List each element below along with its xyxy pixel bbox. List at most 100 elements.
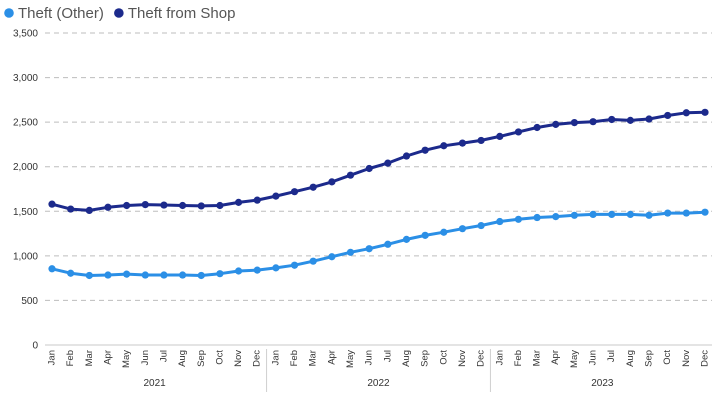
data-point-theft-other[interactable] — [346, 248, 355, 256]
x-tick-label: Mar — [308, 350, 319, 366]
data-point-theft-from-shop[interactable] — [440, 142, 448, 150]
x-tick-label: Dec — [252, 350, 263, 367]
data-point-theft-other[interactable] — [440, 228, 448, 236]
data-point-theft-other[interactable] — [496, 217, 504, 226]
data-point-theft-other[interactable] — [197, 271, 205, 280]
data-point-theft-from-shop[interactable] — [645, 115, 653, 123]
data-point-theft-from-shop[interactable] — [67, 205, 75, 213]
data-point-theft-other[interactable] — [234, 267, 243, 275]
x-tick-label: Mar — [532, 350, 543, 366]
data-point-theft-other[interactable] — [552, 213, 560, 221]
data-point-theft-other[interactable] — [570, 211, 579, 219]
x-tick-label: Jun — [140, 350, 151, 365]
data-point-theft-from-shop[interactable] — [701, 108, 709, 116]
data-point-theft-other[interactable] — [682, 209, 690, 217]
data-point-theft-from-shop[interactable] — [570, 118, 579, 127]
x-tick-label: Oct — [662, 350, 673, 365]
data-point-theft-other[interactable] — [123, 270, 131, 278]
data-point-theft-from-shop[interactable] — [664, 111, 672, 120]
data-point-theft-from-shop[interactable] — [608, 115, 616, 124]
data-point-theft-other[interactable] — [589, 210, 597, 219]
data-point-theft-from-shop[interactable] — [402, 152, 411, 160]
data-point-theft-from-shop[interactable] — [123, 201, 131, 210]
x-tick-label: Jan — [47, 350, 58, 365]
data-point-theft-from-shop[interactable] — [216, 201, 224, 210]
x-tick-label: Aug — [625, 350, 636, 367]
data-point-theft-other[interactable] — [85, 271, 93, 280]
data-point-theft-from-shop[interactable] — [346, 171, 355, 179]
data-point-theft-from-shop[interactable] — [328, 178, 336, 186]
data-point-theft-other[interactable] — [701, 208, 709, 216]
data-point-theft-other[interactable] — [384, 240, 392, 248]
x-tick-label: Feb — [289, 350, 300, 366]
x-tick-label: Jul — [606, 350, 617, 362]
data-point-theft-from-shop[interactable] — [421, 146, 429, 154]
data-point-theft-other[interactable] — [104, 271, 112, 279]
data-point-theft-other[interactable] — [290, 261, 299, 269]
data-point-theft-other[interactable] — [608, 210, 616, 219]
data-point-theft-other[interactable] — [141, 271, 149, 279]
x-tick-label: Sep — [420, 350, 431, 367]
data-point-theft-from-shop[interactable] — [141, 201, 149, 209]
gridlines — [45, 32, 712, 346]
data-point-theft-from-shop[interactable] — [477, 136, 485, 145]
y-tick-label: 2,000 — [13, 162, 38, 173]
y-tick-label: 0 — [32, 341, 38, 352]
data-point-theft-other[interactable] — [664, 209, 672, 217]
data-point-theft-other[interactable] — [48, 265, 56, 273]
series-line-theft-other — [50, 210, 707, 277]
data-point-theft-other[interactable] — [272, 264, 280, 272]
data-point-theft-other[interactable] — [402, 235, 411, 243]
data-point-theft-from-shop[interactable] — [496, 132, 504, 141]
data-point-theft-from-shop[interactable] — [85, 206, 93, 214]
data-point-theft-other[interactable] — [533, 213, 541, 222]
legend-label-theft-other: Theft (Other) — [18, 5, 104, 22]
data-point-theft-from-shop[interactable] — [290, 188, 299, 196]
data-point-theft-from-shop[interactable] — [514, 128, 523, 136]
data-point-theft-other[interactable] — [253, 266, 261, 274]
data-point-theft-from-shop[interactable] — [309, 183, 317, 191]
x-tick-label: May — [569, 350, 580, 368]
data-point-theft-from-shop[interactable] — [552, 120, 560, 128]
x-tick-label: Jan — [494, 350, 505, 365]
legend-marker-theft-from-shop — [114, 8, 124, 18]
data-point-theft-from-shop[interactable] — [384, 159, 392, 167]
legend-label-theft-from-shop: Theft from Shop — [128, 5, 236, 22]
y-tick-label: 2,500 — [13, 118, 38, 129]
data-point-theft-from-shop[interactable] — [197, 202, 205, 210]
data-point-theft-from-shop[interactable] — [682, 109, 690, 117]
data-point-theft-other[interactable] — [365, 245, 373, 253]
data-point-theft-from-shop[interactable] — [626, 116, 634, 124]
x-tick-label: Jul — [158, 350, 169, 362]
data-point-theft-from-shop[interactable] — [458, 139, 467, 147]
series-layer — [48, 108, 709, 280]
data-point-theft-other[interactable] — [421, 231, 429, 239]
y-tick-label: 1,000 — [13, 251, 38, 262]
data-point-theft-other[interactable] — [514, 215, 523, 223]
y-tick-label: 3,000 — [13, 73, 38, 84]
data-point-theft-other[interactable] — [328, 253, 336, 261]
data-point-theft-from-shop[interactable] — [533, 123, 541, 132]
x-tick-label: Jan — [270, 350, 281, 365]
data-point-theft-from-shop[interactable] — [160, 201, 168, 209]
data-point-theft-other[interactable] — [160, 271, 168, 279]
data-point-theft-from-shop[interactable] — [365, 164, 373, 173]
data-point-theft-other[interactable] — [477, 221, 485, 230]
x-tick-label: Apr — [550, 350, 561, 365]
data-point-theft-from-shop[interactable] — [179, 201, 187, 210]
data-point-theft-from-shop[interactable] — [253, 196, 261, 204]
data-point-theft-from-shop[interactable] — [234, 198, 243, 206]
data-point-theft-from-shop[interactable] — [272, 192, 280, 200]
data-point-theft-other[interactable] — [67, 269, 75, 277]
data-point-theft-other[interactable] — [216, 270, 224, 278]
data-point-theft-from-shop[interactable] — [589, 118, 597, 126]
data-point-theft-from-shop[interactable] — [104, 203, 112, 211]
data-point-theft-other[interactable] — [309, 257, 317, 265]
data-point-theft-from-shop[interactable] — [48, 200, 56, 208]
data-point-theft-other[interactable] — [458, 225, 467, 233]
data-point-theft-other[interactable] — [179, 271, 187, 279]
data-point-theft-other[interactable] — [626, 210, 634, 219]
data-point-theft-other[interactable] — [645, 211, 653, 219]
x-tick-label: Feb — [65, 350, 76, 366]
